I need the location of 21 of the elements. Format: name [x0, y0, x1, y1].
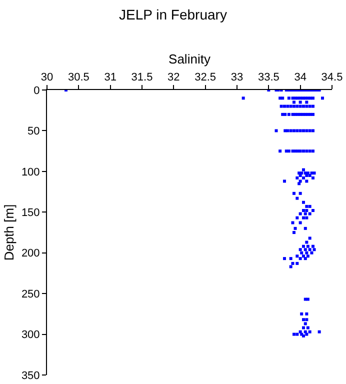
x-tick-label: 33.5	[258, 72, 280, 84]
y-tick-label: 250	[21, 288, 40, 300]
x-axis-title: Salinity	[168, 52, 211, 67]
x-tick-label: 34	[294, 72, 306, 84]
chart-title: JELP in February	[119, 6, 227, 22]
x-tick-label: 31.5	[131, 72, 153, 84]
x-tick-label: 34.5	[321, 72, 343, 84]
y-tick-label: 350	[21, 370, 40, 382]
y-tick-label: 100	[21, 166, 40, 178]
x-tick-label: 30.5	[68, 72, 90, 84]
y-tick-label: 50	[28, 126, 40, 138]
y-tick-label: 300	[21, 329, 40, 342]
x-tick-label: 30	[40, 72, 54, 84]
y-tick-label: 0	[34, 84, 40, 97]
x-tick-label: 31	[104, 72, 116, 84]
y-tick-label: 200	[21, 248, 40, 260]
x-tick-label: 32.5	[194, 72, 216, 84]
y-tick-label: 150	[21, 206, 40, 219]
x-tick-label: 32	[168, 72, 180, 84]
x-tick-label: 33	[230, 72, 244, 84]
y-axis-title: Depth [m]	[1, 204, 16, 261]
